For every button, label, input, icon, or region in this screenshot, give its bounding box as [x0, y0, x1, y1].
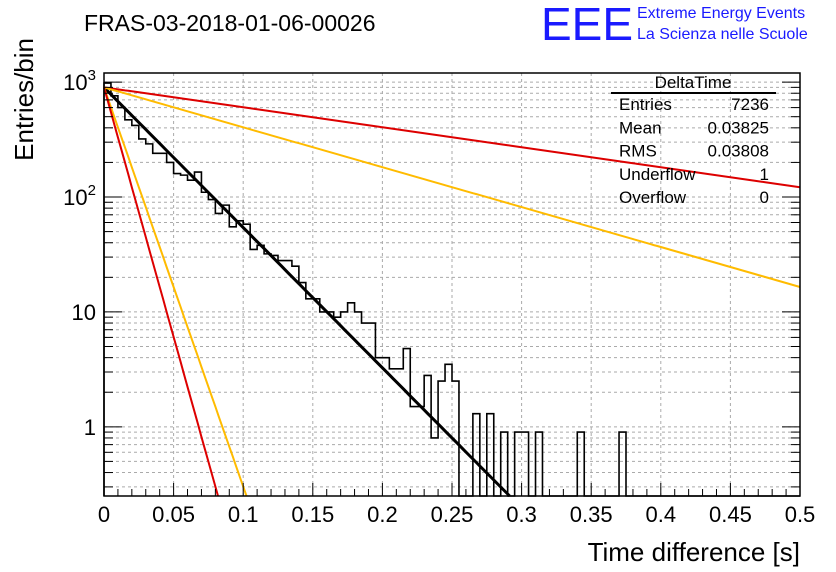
- y-tick-base: 10: [63, 185, 87, 210]
- stats-value-rms: 0.03808: [708, 142, 769, 161]
- x-tick-label: 0.25: [431, 502, 474, 527]
- x-tick-label: 0.2: [367, 502, 398, 527]
- x-tick-label: 0.4: [646, 502, 677, 527]
- stats-label-entries: Entries: [619, 95, 672, 114]
- stats-value-entries: 7236: [731, 95, 769, 114]
- stats-label-rms: RMS: [619, 142, 657, 161]
- fit-curve-fit: [102, 86, 511, 498]
- logo-mark: EEE: [541, 0, 633, 50]
- y-tick-label: 103: [63, 67, 96, 95]
- grid: [104, 73, 800, 496]
- x-tick-label: 0: [98, 502, 110, 527]
- y-tick-label: 10: [72, 300, 96, 325]
- histogram-layer: [103, 82, 800, 497]
- x-tick-label: 0.1: [228, 502, 259, 527]
- logo-line2: La Scienza nelle Scuole: [637, 26, 808, 43]
- stats-value-overflow: 0: [760, 188, 769, 207]
- y-tick-label: 102: [63, 182, 96, 210]
- histogram-deltatime: [103, 82, 800, 497]
- stats-label-overflow: Overflow: [619, 188, 687, 207]
- fit-curve-orange-shallow: [103, 86, 801, 288]
- x-tick-label: 0.3: [506, 502, 537, 527]
- stats-value-underflow: 1: [760, 165, 769, 184]
- stats-title: DeltaTime: [655, 73, 732, 92]
- fit-curves-layer: [102, 86, 801, 498]
- x-tick-label: 0.45: [709, 502, 752, 527]
- x-tick-labels: 0 0.05 0.1 0.15 0.2 0.25 0.3 0.35 0.4 0.45 0.5: [98, 502, 815, 527]
- logo: EEE Extreme Energy Events La Scienza nel…: [541, 0, 808, 50]
- y-axis-label: Entries/bin: [9, 38, 39, 161]
- y-tick-exponent: 3: [88, 67, 96, 84]
- stats-value-mean: 0.03825: [708, 118, 769, 137]
- y-tick-exponent: 2: [88, 182, 96, 199]
- fit-curve-red-shallow: [103, 86, 801, 189]
- fit-curve-red-steep: [103, 87, 219, 497]
- chart-title: FRAS-03-2018-01-06-00026: [84, 10, 376, 36]
- stats-rows: Entries 7236 Mean 0.03825 RMS 0.03808 Underflo…: [619, 95, 769, 207]
- axis-ticks: [103, 81, 801, 496]
- logo-line1: Extreme Energy Events: [637, 5, 805, 22]
- x-tick-label: 0.5: [785, 502, 816, 527]
- x-axis-label: Time difference [s]: [588, 537, 800, 567]
- x-tick-label: 0.15: [291, 502, 334, 527]
- stats-label-mean: Mean: [619, 118, 662, 137]
- y-tick-base: 10: [63, 70, 87, 95]
- stats-box: DeltaTime Entries 7236 Mean 0.03825 RMS 0.038…: [611, 73, 776, 207]
- fit-curve-orange-steep: [103, 87, 248, 497]
- stats-label-underflow: Underflow: [619, 165, 696, 184]
- x-tick-label: 0.05: [152, 502, 195, 527]
- x-tick-label: 0.35: [570, 502, 613, 527]
- y-tick-label: 1: [84, 415, 96, 440]
